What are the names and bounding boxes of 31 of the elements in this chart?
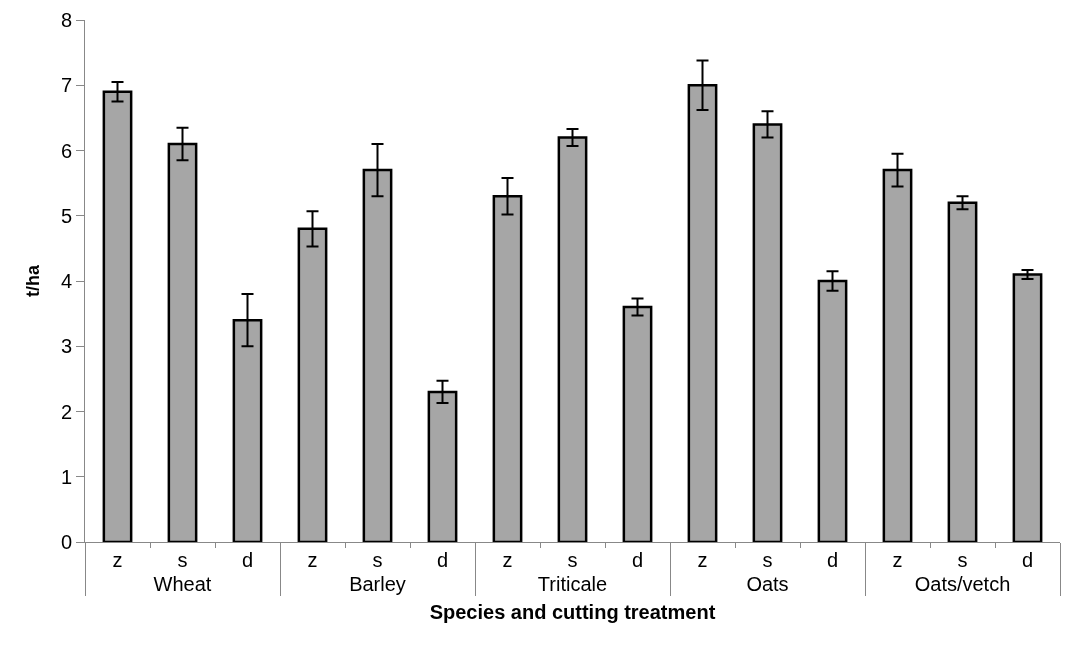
x-tick-label: s	[372, 549, 383, 571]
x-tick-label: s	[177, 549, 188, 571]
y-tick-label: 1	[60, 465, 72, 488]
x-tick-label: d	[241, 549, 254, 571]
y-tick-label: 0	[60, 531, 72, 553]
x-axis-title: Species and cutting treatment	[429, 600, 716, 623]
y-tick-label: 4	[60, 270, 72, 292]
x-tick-label: d	[631, 549, 644, 571]
y-tick-label: 3	[60, 335, 72, 358]
y-tick-label: 6	[60, 139, 72, 162]
x-tick-label: d	[436, 549, 449, 571]
x-tick-label: z	[112, 549, 123, 571]
x-tick-label: d	[826, 549, 839, 571]
text: Triticale	[537, 573, 608, 595]
x-tick-label: d	[1021, 549, 1034, 571]
text: Oats/vetch	[914, 573, 1011, 595]
y-tick-label: 5	[60, 204, 72, 227]
x-tick-label: z	[502, 549, 513, 571]
text: Barley	[349, 573, 406, 595]
x-tick-label: s	[567, 549, 578, 571]
text: Oats	[746, 573, 789, 595]
y-tick-label: 7	[60, 74, 72, 97]
y-axis-title: t/ha	[23, 264, 43, 298]
x-tick-label: z	[892, 549, 903, 571]
x-tick-label: z	[307, 549, 318, 571]
x-tick-label: s	[957, 549, 968, 571]
y-tick-label: 8	[60, 9, 72, 31]
x-tick-label: s	[762, 549, 773, 571]
y-tick-label: 2	[60, 400, 72, 423]
x-tick-label: z	[697, 549, 708, 571]
text: Wheat	[153, 573, 212, 595]
